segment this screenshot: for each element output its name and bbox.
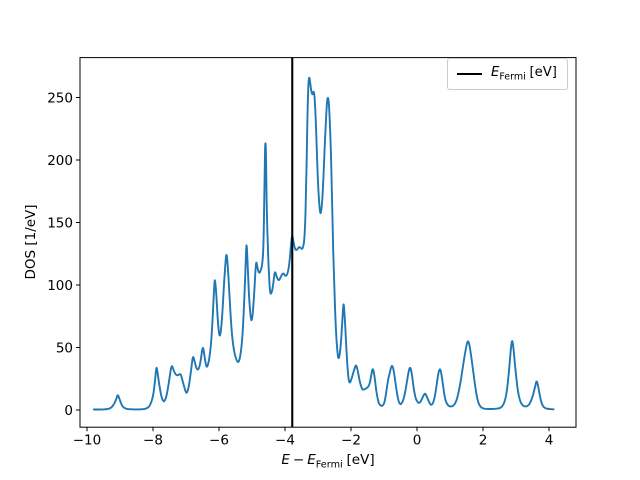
- y-tick-label: 200: [47, 153, 73, 169]
- x-tick-label: 2: [479, 433, 488, 449]
- x-tick-label: 4: [545, 433, 554, 449]
- xlabel-fermi-variable: E: [307, 452, 316, 468]
- legend-label: EFermi [eV]: [491, 65, 557, 83]
- x-tick-label: −2: [341, 433, 361, 449]
- x-tick-label: −8: [143, 433, 163, 449]
- x-axis-label: E − EFermi [eV]: [80, 452, 576, 471]
- y-tick-label: 250: [47, 90, 73, 106]
- x-tick-label: −4: [275, 433, 295, 449]
- y-tick-label: 50: [56, 340, 73, 356]
- y-tick-label: 0: [64, 403, 73, 419]
- xlabel-variable: E: [281, 452, 290, 468]
- legend-fermi-variable: E: [491, 65, 500, 81]
- dos-curve: [92, 76, 555, 411]
- legend-line-sample: [457, 73, 482, 75]
- x-tick-label: −10: [73, 433, 102, 449]
- x-tick-label: 0: [413, 433, 422, 449]
- xlabel-fermi-subscript: Fermi: [315, 459, 343, 471]
- legend: EFermi [eV]: [447, 58, 568, 90]
- y-tick-label: 150: [47, 215, 73, 231]
- legend-unit: [eV]: [529, 65, 557, 81]
- axes-frame: [79, 57, 577, 428]
- y-tick-label: 100: [47, 278, 73, 294]
- x-tick-label: −6: [209, 433, 229, 449]
- xlabel-minus-sign: −: [292, 452, 305, 468]
- y-axis-label: DOS [1/eV]: [23, 204, 39, 280]
- legend-fermi-subscript: Fermi: [499, 71, 526, 83]
- xlabel-unit: [eV]: [346, 452, 375, 468]
